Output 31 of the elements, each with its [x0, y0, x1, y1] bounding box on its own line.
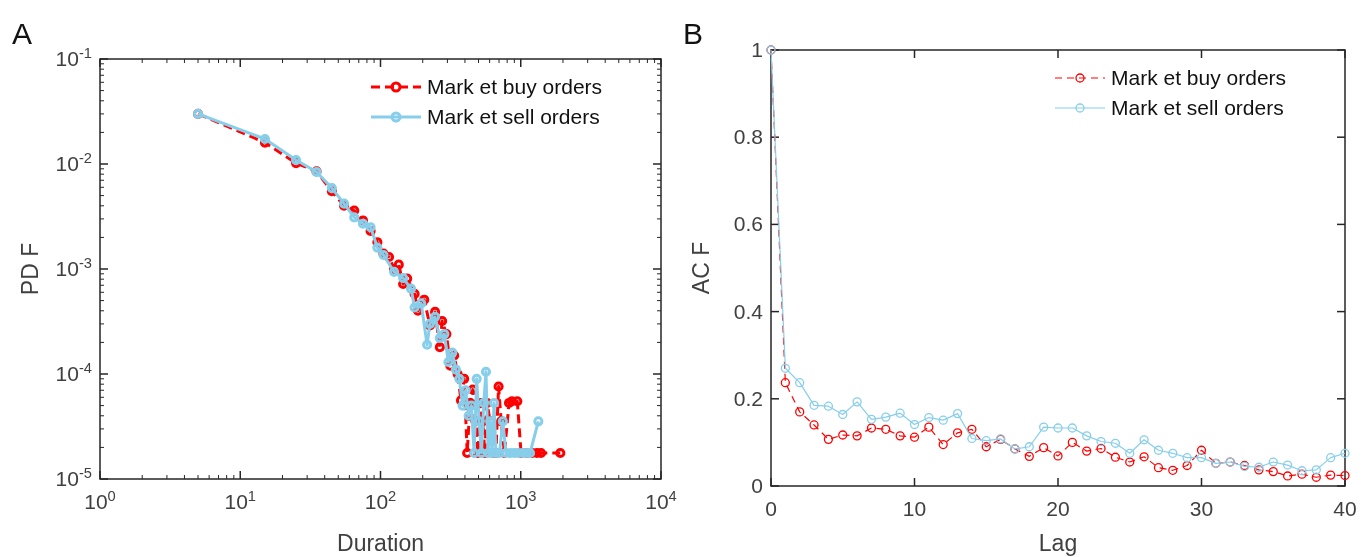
x-tick-label: 10$^{1}$: [224, 488, 257, 513]
x-tick-label: 30: [1189, 497, 1214, 520]
y-tick-label: 10$^{-4}$: [55, 360, 92, 385]
x-tick-label: 10$^{2}$: [364, 488, 397, 513]
x-tick-label: 40: [1333, 497, 1357, 520]
x-tick-label: 10$^{4}$: [645, 488, 677, 513]
y-tick-label: 10$^{-5}$: [55, 465, 92, 490]
x-tick-label: 20: [1046, 497, 1070, 520]
legend-label: Mark et sell orders: [427, 105, 600, 128]
y-tick-label: 10$^{-1}$: [55, 45, 92, 70]
x-tick-label: 10$^{0}$: [84, 488, 116, 513]
y-tick-label: 0.6: [733, 212, 763, 236]
x-tick-label: 10: [902, 497, 927, 520]
legend-label: Mark et buy orders: [427, 75, 603, 98]
y-tick-label: 10$^{-2}$: [55, 150, 92, 175]
y-axis-title: AC F: [688, 241, 714, 295]
y-tick-label: 0.2: [733, 386, 763, 410]
y-axis-title: PD F: [17, 242, 43, 296]
y-tick-label: 0.8: [733, 125, 763, 149]
chart-title: B: [683, 17, 704, 50]
y-tick-label: 10$^{-3}$: [55, 255, 92, 280]
y-tick-label: 0: [751, 474, 763, 497]
x-axis-title: Lag: [1038, 530, 1078, 556]
y-tick-label: 1: [751, 38, 763, 61]
x-tick-label: 10$^{3}$: [504, 488, 537, 513]
legend-label: Mark et buy orders: [1111, 66, 1287, 89]
legend-label: Mark et sell orders: [1111, 96, 1284, 119]
x-axis-title: Duration: [337, 530, 424, 556]
chart-title: A: [12, 17, 33, 50]
y-tick-label: 0.4: [733, 299, 764, 323]
x-tick-label: 0: [765, 497, 777, 520]
